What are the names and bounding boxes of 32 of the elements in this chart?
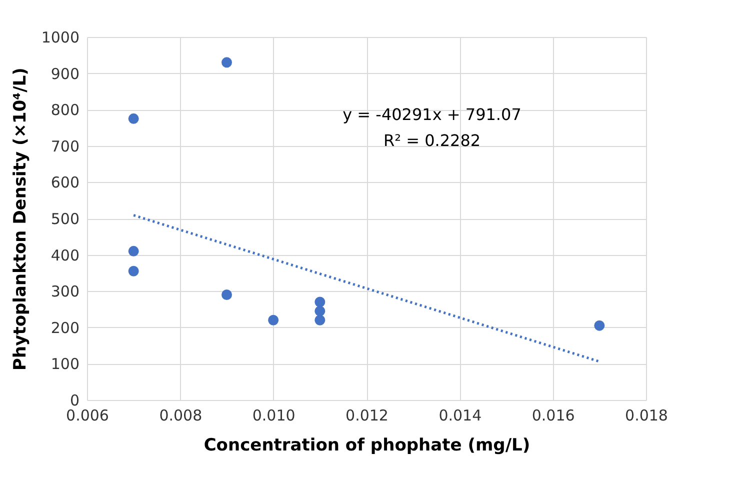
x-tick-label: 0.012 (346, 406, 388, 424)
point (128, 113, 139, 124)
y-tick-label: 400 (50, 246, 80, 264)
y-tick-label: 600 (50, 174, 80, 192)
y-tick-label: 800 (50, 101, 80, 120)
x-tick-label: 0.006 (66, 406, 109, 424)
y-tick-label: 900 (50, 64, 80, 83)
x-tick-label: 0.014 (438, 406, 482, 424)
x-axis-title: Concentration of phophate (mg/L) (204, 436, 530, 456)
y-tick-label: 200 (50, 318, 80, 337)
y-axis-title: Phytoplankton Density (×10⁴/L) (10, 68, 30, 370)
point (268, 314, 279, 326)
x-tick-label: 0.016 (532, 406, 575, 424)
y-tick-label: 1000 (41, 28, 80, 46)
x-tick-label: 0.008 (159, 406, 202, 424)
point (222, 289, 232, 300)
point (594, 320, 605, 331)
point (314, 314, 326, 326)
point (314, 306, 326, 316)
x-tick-label: 0.018 (625, 406, 668, 424)
x-tick-label: 0.010 (252, 406, 296, 424)
annotation: R² = 0.2282 (383, 131, 481, 150)
y-tick-label: 0 (70, 392, 80, 410)
point (128, 266, 139, 276)
y-tick-label: 500 (50, 210, 80, 228)
point (128, 246, 139, 256)
annotation: y = -40291x + 791.07 (342, 105, 522, 124)
point (222, 57, 232, 68)
y-tick-label: 300 (50, 282, 80, 301)
point (314, 296, 326, 308)
y-tick-label: 700 (50, 137, 80, 156)
y-tick-label: 100 (50, 355, 80, 374)
